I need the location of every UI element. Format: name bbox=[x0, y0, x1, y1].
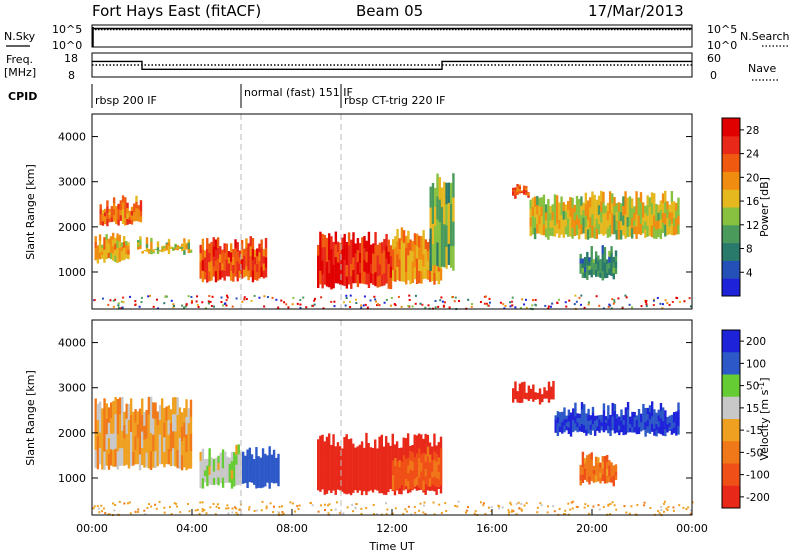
time-tick-3: 12:00 bbox=[376, 522, 408, 535]
velocity-colorbar-tick-5: -50 bbox=[746, 447, 763, 459]
time-tick-6: 00:00 bbox=[676, 522, 708, 535]
noise-left-tick-top: 10^5 bbox=[52, 23, 82, 36]
power-panel: 1000 2000 3000 4000 Slant Range [km] bbox=[24, 113, 693, 311]
velocity-colorbar-tick-6: -100 bbox=[746, 470, 770, 482]
power-region-0 bbox=[94, 232, 130, 264]
station-title: Fort Hays East (fitACF) bbox=[92, 2, 261, 20]
velocity-colorbar-tick-3: 15 bbox=[746, 403, 759, 415]
velocity-colorbar-swatch bbox=[722, 485, 740, 509]
freq-right-tick-top: 60 bbox=[707, 52, 721, 65]
time-tick-0: 00:00 bbox=[76, 522, 108, 535]
power-colorbar-swatch bbox=[722, 153, 740, 172]
noise-right-tick-top: 10^5 bbox=[707, 23, 737, 36]
cpid-mode-1: rbsp 200 IF bbox=[95, 94, 157, 107]
velocity-colorbar-swatch bbox=[722, 419, 740, 442]
power-colorbar: 4 8 12 16 20 24 28 Power [dB] bbox=[721, 117, 771, 297]
time-tick-4: 16:00 bbox=[476, 522, 508, 535]
power-colorbar-swatch bbox=[722, 224, 740, 244]
velocity-colorbar-tick-1: 100 bbox=[746, 358, 766, 370]
power-region-6 bbox=[429, 173, 455, 271]
velocity-region-2 bbox=[242, 446, 280, 489]
velocity-ytick-1000: 1000 bbox=[58, 472, 86, 485]
power-ytick-4000: 4000 bbox=[58, 131, 86, 144]
frequency-panel: Freq. [MHz] 18 8 60 0 Nave bbox=[4, 52, 780, 82]
velocity-colorbar-swatch bbox=[722, 352, 740, 375]
freq-label: Freq. bbox=[6, 53, 33, 66]
nsearch-label: N.Search bbox=[740, 30, 790, 43]
time-axis-label: Time UT bbox=[368, 540, 414, 553]
beam-title: Beam 05 bbox=[356, 2, 423, 20]
velocity-region-7 bbox=[579, 451, 618, 487]
power-colorbar-swatch bbox=[722, 260, 740, 279]
freq-series bbox=[92, 60, 692, 71]
velocity-colorbar-label: Velocity [m s-1] bbox=[757, 377, 772, 460]
power-ytick-1000: 1000 bbox=[58, 266, 86, 279]
power-colorbar-swatch bbox=[722, 189, 740, 208]
velocity-panel: 1000 2000 3000 4000 Slant Range [km] bbox=[24, 319, 694, 517]
power-colorbar-swatch bbox=[722, 118, 740, 137]
velocity-colorbar-swatch bbox=[722, 374, 740, 398]
nsky-label: N.Sky bbox=[4, 30, 36, 43]
velocity-colorbar-tick-2: 50 bbox=[746, 381, 759, 393]
velocity-ytick-2000: 2000 bbox=[58, 427, 86, 440]
velocity-colorbar-swatch bbox=[722, 330, 740, 353]
cpid-label: CPID bbox=[8, 90, 37, 103]
velocity-colorbar-swatch bbox=[722, 396, 740, 420]
velocity-region-0 bbox=[94, 396, 193, 471]
power-colorbar-tick-20: 20 bbox=[746, 172, 759, 184]
power-colorbar-swatch bbox=[722, 135, 740, 155]
power-colorbar-swatch bbox=[722, 171, 740, 190]
power-colorbar-label: Power [dB] bbox=[758, 177, 771, 237]
power-colorbar-tick-24: 24 bbox=[746, 149, 760, 161]
velocity-colorbar-tick-0: 200 bbox=[746, 336, 766, 348]
velocity-colorbar-tick-4: -15 bbox=[746, 425, 763, 437]
velocity-ylabel: Slant Range [km] bbox=[24, 370, 37, 466]
date-title: 17/Mar/2013 bbox=[588, 2, 684, 20]
cpid-mode-3: rbsp CT-trig 220 IF bbox=[344, 94, 446, 107]
velocity-region-4 bbox=[392, 446, 443, 491]
noise-left-tick-bottom: 10^0 bbox=[52, 39, 82, 52]
noise-panel: N.Sky 10^5 10^0 10^5 10^0 N.Search bbox=[4, 23, 790, 52]
power-region-2 bbox=[137, 236, 193, 255]
power-region-7 bbox=[512, 184, 530, 199]
noise-right-tick-bottom: 10^0 bbox=[707, 39, 737, 52]
power-colorbar-swatch bbox=[722, 207, 740, 226]
velocity-colorbar-swatch bbox=[722, 441, 740, 464]
velocity-colorbar: 200 100 50 15 -15 -50 -100 -200 Velocity [m s-1… bbox=[721, 329, 772, 509]
power-ytick-2000: 2000 bbox=[58, 221, 86, 234]
power-colorbar-swatch bbox=[722, 242, 740, 261]
velocity-colorbar-swatch bbox=[722, 463, 740, 487]
power-colorbar-tick-4: 4 bbox=[746, 267, 753, 279]
velocity-region-5 bbox=[512, 380, 555, 405]
freq-unit-label: [MHz] bbox=[4, 66, 36, 79]
cpid-mode-2: normal (fast) 151 IF bbox=[244, 86, 353, 99]
power-colorbar-tick-28: 28 bbox=[746, 125, 759, 137]
power-region-3 bbox=[199, 236, 268, 283]
time-tick-5: 20:00 bbox=[576, 522, 608, 535]
freq-left-tick-bottom: 8 bbox=[68, 69, 75, 82]
power-ytick-3000: 3000 bbox=[58, 176, 86, 189]
power-region-8 bbox=[529, 190, 680, 240]
velocity-region-6 bbox=[554, 401, 680, 437]
power-colorbar-tick-8: 8 bbox=[746, 244, 753, 256]
power-region-4 bbox=[317, 231, 393, 290]
nave-label: Nave bbox=[748, 62, 776, 75]
power-colorbar-swatch bbox=[722, 278, 740, 297]
freq-right-tick-bottom: 0 bbox=[710, 69, 717, 82]
velocity-ytick-4000: 4000 bbox=[58, 337, 86, 350]
velocity-ytick-3000: 3000 bbox=[58, 382, 86, 395]
time-axis: 00:00 04:00 08:00 12:00 16:00 20:00 00:00 bbox=[76, 509, 708, 535]
power-ylabel: Slant Range [km] bbox=[24, 164, 37, 260]
power-region-9 bbox=[579, 245, 618, 281]
power-colorbar-tick-16: 16 bbox=[746, 196, 760, 208]
velocity-colorbar-tick-7: -200 bbox=[746, 492, 770, 504]
time-tick-2: 08:00 bbox=[276, 522, 308, 535]
time-tick-1: 04:00 bbox=[176, 522, 208, 535]
freq-left-tick-top: 18 bbox=[64, 52, 78, 65]
power-colorbar-tick-12: 12 bbox=[746, 220, 759, 232]
power-region-1 bbox=[99, 195, 143, 227]
cpid-row: CPID rbsp 200 IF normal (fast) 151 IF rb… bbox=[8, 84, 446, 108]
